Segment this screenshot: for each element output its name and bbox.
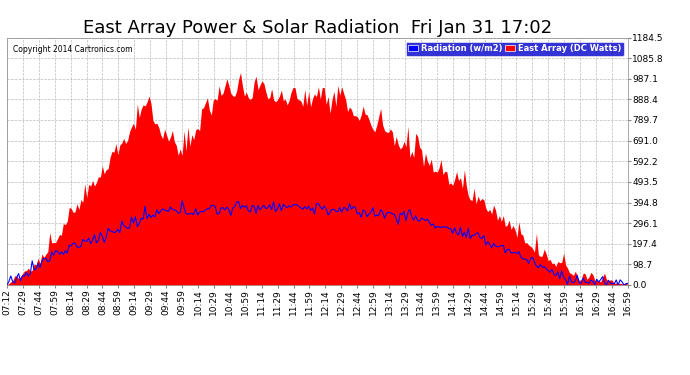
Title: East Array Power & Solar Radiation  Fri Jan 31 17:02: East Array Power & Solar Radiation Fri J… (83, 20, 552, 38)
Legend: Radiation (w/m2), East Array (DC Watts): Radiation (w/m2), East Array (DC Watts) (406, 42, 624, 56)
Text: Copyright 2014 Cartronics.com: Copyright 2014 Cartronics.com (13, 45, 132, 54)
